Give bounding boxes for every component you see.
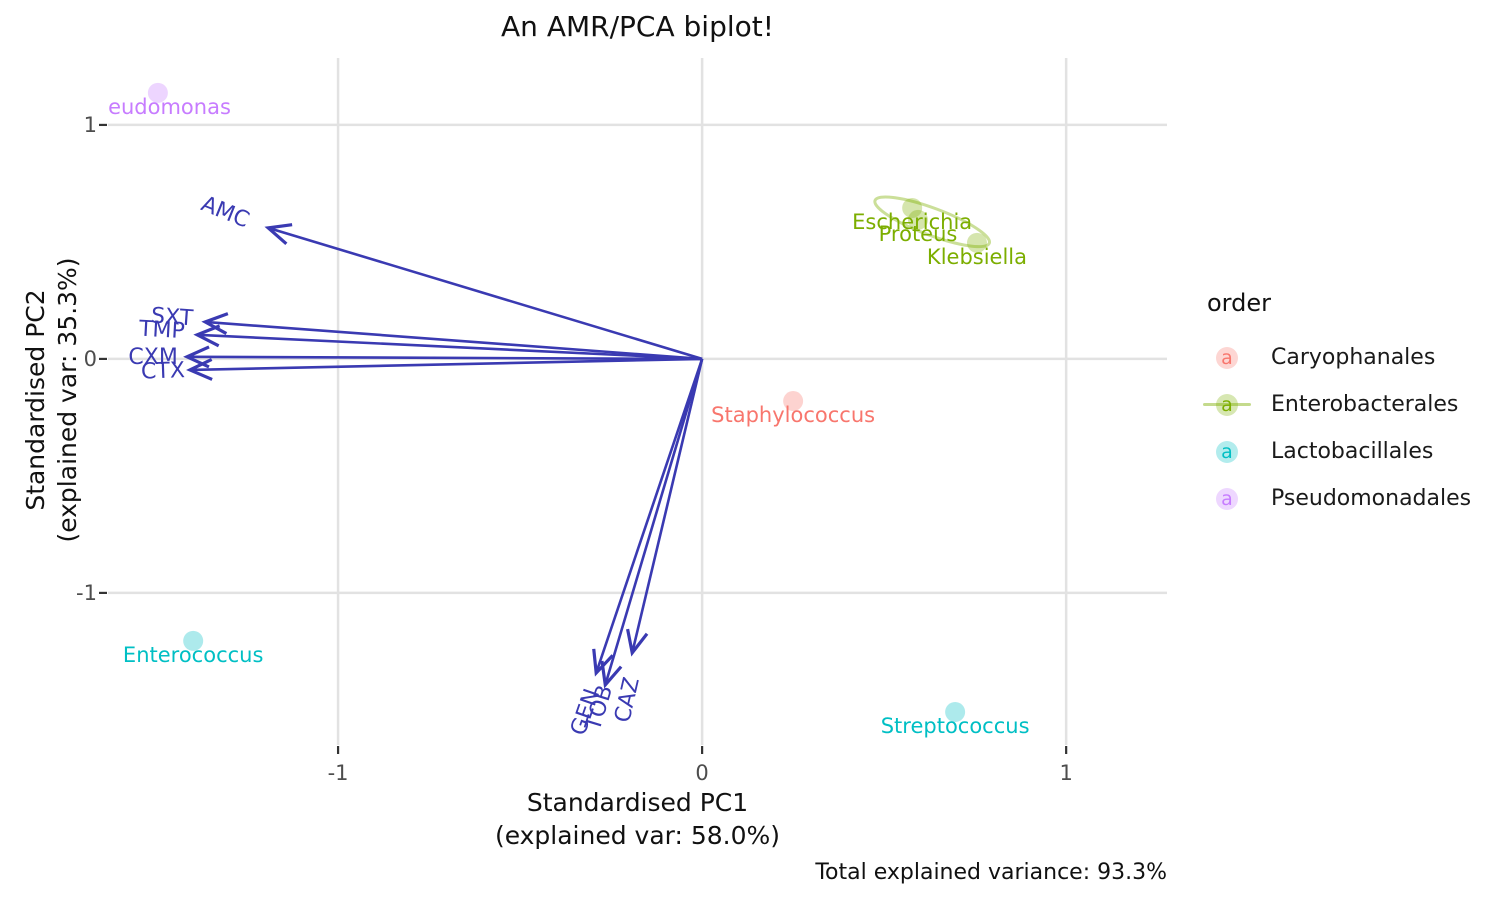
loading-arrow-ctx bbox=[186, 357, 703, 381]
loading-label-sxt: SXT bbox=[150, 304, 194, 332]
loading-arrow-tmp bbox=[193, 324, 703, 361]
y-axis-title-line1: Standardised PC2 bbox=[21, 289, 50, 511]
total-variance-caption: Total explained variance: 93.3% bbox=[815, 860, 1167, 885]
loading-arrow-amc bbox=[264, 223, 703, 361]
sample-label-enterococcus: Enterococcus bbox=[123, 643, 264, 667]
loading-label-ctx: CTX bbox=[141, 358, 186, 385]
legend-title: order bbox=[1207, 289, 1271, 317]
legend-key-circle bbox=[1216, 393, 1238, 416]
legend-item-enterobacterales: a Enterobacterales bbox=[1203, 381, 1471, 428]
sample-label-escherichia: Escherichia bbox=[852, 210, 972, 234]
sample-label-pseudomonas: Pseudomonas bbox=[85, 95, 231, 119]
sample-point-escherichia bbox=[902, 197, 923, 218]
legend-item-label: Enterobacterales bbox=[1271, 392, 1459, 417]
y-tick-label: 1 bbox=[84, 113, 97, 137]
panel: AMCSXTTMPCXMCTXGENTOBCAZPseudomonasEsche… bbox=[85, 82, 1030, 739]
legend-key-icon: a bbox=[1203, 390, 1251, 420]
axes: -1 0 1 -1 0 1 bbox=[76, 113, 1073, 785]
loading-label-cxm: CXM bbox=[128, 345, 177, 370]
legend-item-pseudomonadales: a Pseudomonadales bbox=[1205, 475, 1471, 522]
legend-items: a Caryophanales a Enterobacterales a Lactobac… bbox=[1203, 334, 1471, 522]
sample-point-streptococcus bbox=[945, 702, 966, 723]
x-axis-title: Standardised PC1 (explained var: 58.0%) bbox=[0, 786, 1275, 852]
legend-key-icon: a bbox=[1205, 343, 1249, 373]
y-axis-title: Standardised PC2 (explained var: 35.3%) bbox=[20, 257, 84, 542]
confidence-ellipse-enterobacterales bbox=[873, 195, 992, 249]
sample-point-pseudomonas bbox=[147, 82, 168, 103]
x-tick-label: -1 bbox=[328, 761, 349, 785]
sample-point-staphylococcus bbox=[783, 391, 804, 412]
y-tick-label: 0 bbox=[84, 347, 97, 371]
loading-arrow-tob bbox=[600, 358, 704, 689]
y-axis-title-line2: (explained var: 35.3%) bbox=[53, 257, 82, 543]
sample-point-enterococcus bbox=[183, 630, 204, 651]
legend-item-caryophanales: a Caryophanales bbox=[1205, 334, 1471, 381]
loading-arrow-caz bbox=[626, 358, 704, 657]
x-tick-label: 0 bbox=[695, 761, 708, 785]
legend-item-lactobacillales: a Lactobacillales bbox=[1205, 428, 1471, 475]
y-tick-label: -1 bbox=[76, 581, 97, 605]
legend-key-circle bbox=[1216, 346, 1238, 369]
loading-arrow-sxt bbox=[201, 312, 703, 361]
legend-key-line bbox=[1203, 403, 1251, 406]
x-axis-title-line2: (explained var: 58.0%) bbox=[494, 821, 781, 850]
legend-item-label: Pseudomonadales bbox=[1271, 486, 1472, 511]
loading-label-caz: CAZ bbox=[610, 675, 645, 725]
grid bbox=[108, 58, 1167, 745]
legend-item-label: Caryophanales bbox=[1271, 345, 1436, 370]
loading-arrow-gen bbox=[592, 358, 704, 677]
loading-arrow-cxm bbox=[183, 345, 703, 369]
legend-key-circle bbox=[1216, 487, 1238, 510]
legend-key-letter: a bbox=[1221, 346, 1233, 369]
plot-title: An AMR/PCA biplot! bbox=[501, 10, 774, 43]
sample-point-klebsiella bbox=[966, 232, 987, 253]
legend-key-icon: a bbox=[1205, 437, 1249, 467]
sample-label-klebsiella: Klebsiella bbox=[927, 245, 1027, 269]
legend-key-circle bbox=[1216, 440, 1238, 463]
sample-label-proteus: Proteus bbox=[879, 222, 958, 246]
loading-label-tmp: TMP bbox=[137, 317, 185, 344]
legend-key-letter: a bbox=[1221, 440, 1233, 463]
legend: order a Caryophanales a Enterobacterales a La… bbox=[1203, 288, 1471, 522]
sample-label-staphylococcus: Staphylococcus bbox=[711, 403, 875, 427]
legend-key-letter: a bbox=[1221, 393, 1233, 416]
loading-label-amc: AMC bbox=[197, 192, 252, 234]
sample-point-proteus bbox=[907, 209, 928, 230]
legend-key-icon: a bbox=[1205, 484, 1249, 514]
x-tick-label: 1 bbox=[1059, 761, 1072, 785]
legend-item-label: Lactobacillales bbox=[1271, 439, 1434, 464]
x-axis-title-line1: Standardised PC1 bbox=[526, 788, 749, 817]
legend-key-letter: a bbox=[1221, 487, 1233, 510]
sample-label-streptococcus: Streptococcus bbox=[881, 714, 1030, 738]
